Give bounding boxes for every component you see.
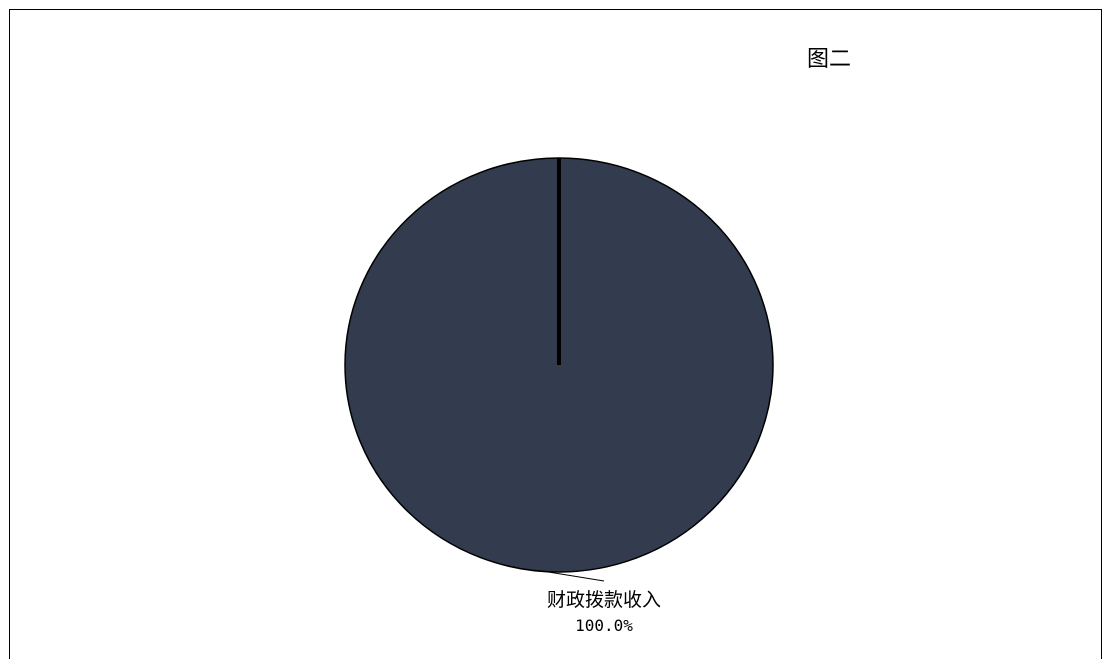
pie-slices [344,157,774,573]
chart-title: 图二 [807,47,851,72]
pie-slice-label: 财政拨款收入 [547,589,661,611]
pie-leader-line [546,571,605,582]
pie-labels: 财政拨款收入 100.0% [546,571,661,635]
pie-slice-percent: 100.0% [575,616,633,635]
